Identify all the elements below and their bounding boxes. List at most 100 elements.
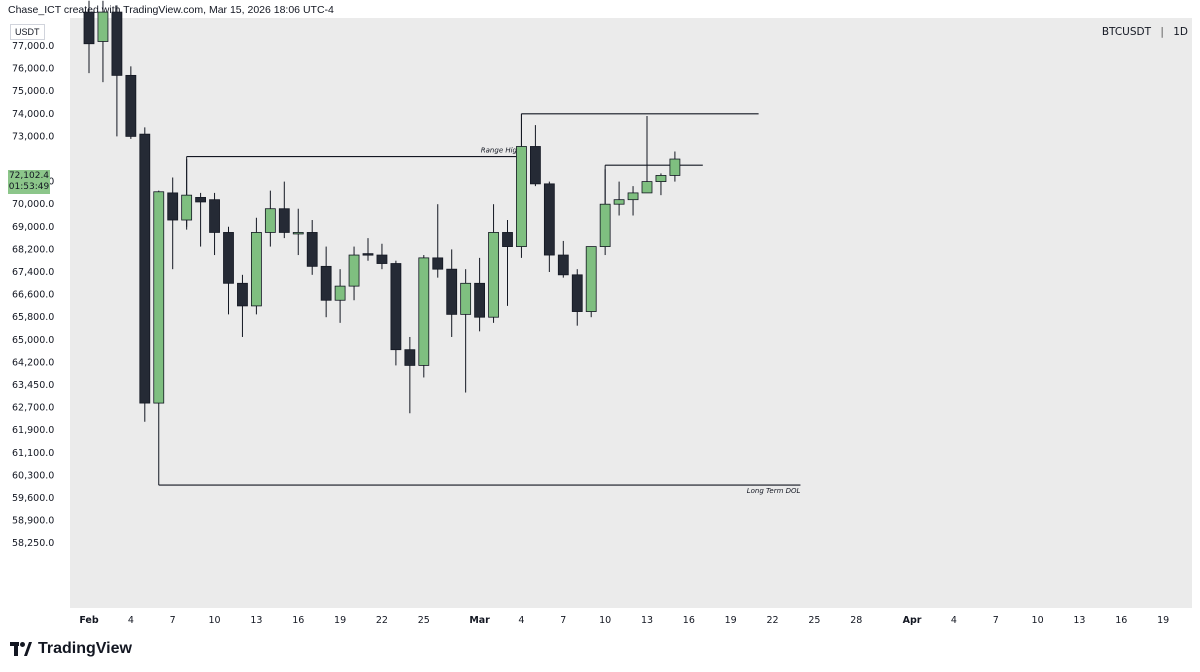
candle-body (474, 282, 486, 318)
candle-body (543, 183, 555, 256)
candle (418, 255, 430, 378)
y-tick-label: 66,600.0 (12, 290, 54, 301)
candle-body (181, 194, 193, 221)
x-tick-label: 25 (808, 615, 820, 626)
candle (655, 173, 667, 196)
candle (376, 243, 388, 270)
x-tick-label: Feb (79, 615, 99, 626)
candle (599, 169, 611, 256)
x-tick-label: Mar (469, 615, 490, 626)
candle-body (557, 254, 569, 276)
current-price: 72,102.4 (8, 171, 50, 181)
candle (334, 269, 346, 323)
tradingview-logo[interactable]: TradingView (10, 640, 132, 658)
y-tick-label: 74,000.0 (12, 109, 54, 120)
candle (306, 220, 318, 275)
x-tick-label: 7 (560, 615, 566, 626)
candle (320, 246, 332, 318)
x-tick-label: 22 (376, 615, 388, 626)
y-tick-label: 67,400.0 (12, 267, 54, 278)
candle-body (306, 232, 318, 267)
candle-body (655, 175, 667, 183)
tradingview-logo-icon (10, 642, 32, 656)
x-tick-label: 22 (767, 615, 779, 626)
x-tick-label: 13 (1073, 615, 1085, 626)
symbol-interval[interactable]: BTCUSDT | 1D (1102, 26, 1188, 38)
candle-body (502, 232, 513, 247)
y-tick-label: 64,200.0 (12, 357, 54, 368)
candle-body (237, 282, 248, 307)
candle-body (209, 199, 220, 233)
candle-body (669, 158, 681, 176)
candle (627, 186, 639, 216)
candle-body (292, 232, 304, 235)
candle-body (530, 146, 541, 185)
x-tick-label: 7 (170, 615, 176, 626)
candle (348, 246, 360, 301)
candle (181, 159, 193, 230)
candle-body (195, 197, 207, 203)
x-tick-label: 4 (518, 615, 524, 626)
candle (432, 204, 444, 278)
candle-body (390, 263, 402, 351)
candle-body (571, 274, 583, 312)
candle (460, 269, 472, 393)
candle-body (334, 285, 346, 301)
candle-body (362, 253, 374, 256)
y-tick-label: 65,800.0 (12, 312, 54, 323)
candle-body (264, 208, 276, 233)
candle-body (125, 74, 137, 137)
candle-body (348, 254, 360, 287)
x-tick-label: 25 (418, 615, 430, 626)
candles (83, 0, 681, 486)
candle-body (376, 254, 388, 264)
candle (613, 181, 625, 216)
candle-body (153, 191, 165, 404)
y-tick-label: 75,000.0 (12, 86, 54, 97)
x-tick-label: 19 (1157, 615, 1169, 626)
x-tick-label: 4 (128, 615, 134, 626)
x-tick-label: 10 (1032, 615, 1044, 626)
candle-body (111, 11, 123, 76)
candle (530, 125, 541, 187)
candle (641, 116, 653, 194)
candle-body (599, 203, 611, 247)
y-tick-label: 69,000.0 (12, 222, 54, 233)
x-tick-label: 16 (683, 615, 695, 626)
y-axis: 77,000.0 76,000.0 75,000.0 74,000.0 73,000.0… (12, 41, 54, 549)
candle (223, 226, 234, 315)
x-tick-label: 10 (599, 615, 611, 626)
candle (250, 217, 262, 315)
candle (557, 240, 569, 278)
candle-body (278, 208, 290, 233)
candle (153, 190, 165, 486)
candle-body (641, 181, 653, 194)
candle (209, 192, 220, 256)
y-tick-label: 62,700.0 (12, 403, 54, 414)
candle-body (139, 133, 151, 404)
candle (502, 220, 513, 306)
candle (237, 274, 248, 337)
candle-body (167, 192, 179, 221)
candle-body (460, 282, 472, 315)
y-tick-label: 70,000.0 (12, 199, 54, 210)
x-tick-label: 16 (1115, 615, 1127, 626)
candle-body (83, 11, 95, 45)
candle (571, 269, 583, 326)
y-tick-label: 59,600.0 (12, 493, 54, 504)
candlestick-chart[interactable]: 77,000.0 76,000.0 75,000.0 74,000.0 73,000.0… (0, 0, 1200, 630)
candle-body (320, 265, 332, 301)
candle (167, 177, 179, 270)
interval-label: 1D (1173, 26, 1188, 38)
candle-countdown: 01:53:49 (8, 182, 50, 192)
candle-body (97, 11, 109, 42)
candle (264, 190, 276, 247)
candle (139, 127, 151, 422)
candle (278, 181, 290, 239)
candle-body (404, 349, 416, 366)
candle (669, 151, 681, 182)
y-tick-label: 61,900.0 (12, 425, 54, 436)
y-tick-label: 61,100.0 (12, 448, 54, 459)
candle (516, 113, 527, 258)
currency-label[interactable]: USDT (10, 24, 45, 40)
